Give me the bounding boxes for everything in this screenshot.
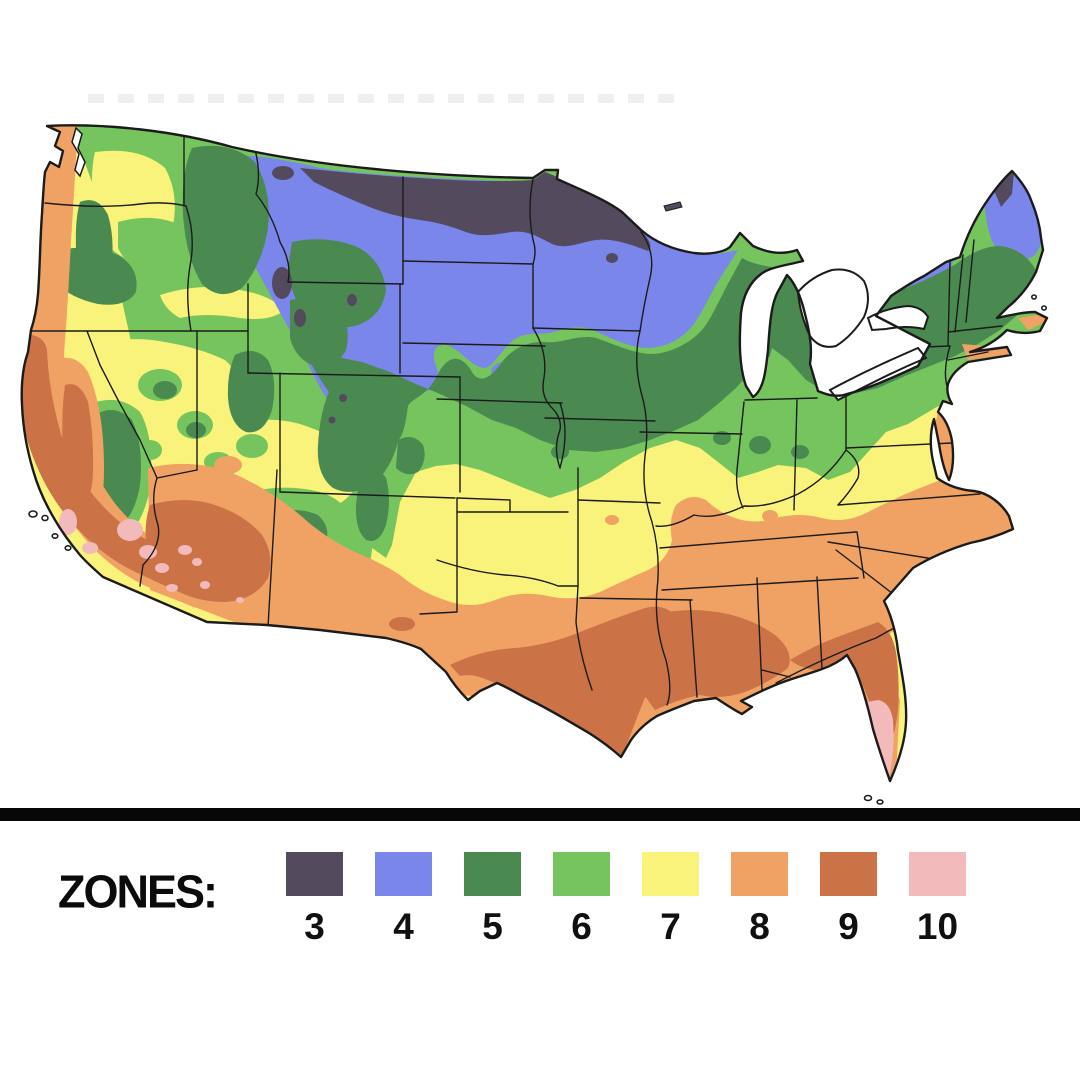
- swatch-row: 3 4 5 6 7 8 9 10: [286, 852, 966, 948]
- zone-number-8: 8: [749, 906, 770, 947]
- map-svg: [20, 124, 1049, 805]
- zone-swatch-8: [731, 852, 788, 896]
- zone-number-9: 9: [838, 906, 859, 947]
- zone-column-3: 3: [286, 852, 343, 948]
- lake-erie: [828, 346, 928, 402]
- faint-title-artifact: [88, 94, 688, 103]
- zone-number-5: 5: [482, 906, 503, 947]
- zone-column-4: 4: [375, 852, 432, 948]
- legend-label: ZONES:: [58, 864, 218, 918]
- zone-swatch-5: [464, 852, 521, 896]
- zone-swatch-9: [820, 852, 877, 896]
- zone-column-9: 9: [820, 852, 877, 948]
- divider-bar: [0, 808, 1080, 821]
- zone-swatch-4: [375, 852, 432, 896]
- zone-number-7: 7: [660, 906, 681, 947]
- puget-sound: [71, 126, 86, 178]
- zone-column-10: 10: [909, 852, 966, 948]
- islands: [28, 294, 1048, 805]
- zone-column-6: 6: [553, 852, 610, 948]
- zone-number-4: 4: [393, 906, 414, 947]
- zone-column-8: 8: [731, 852, 788, 948]
- zone-column-7: 7: [642, 852, 699, 948]
- great-lakes: [796, 268, 930, 402]
- zone-number-3: 3: [304, 906, 325, 947]
- zone-number-10: 10: [916, 906, 959, 947]
- zone-swatch-7: [642, 852, 699, 896]
- zone-number-6: 6: [571, 906, 592, 947]
- zone-column-5: 5: [464, 852, 521, 948]
- zone-swatch-3: [286, 852, 343, 896]
- us-hardiness-map: [20, 124, 1049, 805]
- zone-swatch-6: [553, 852, 610, 896]
- zone-swatch-10: [909, 852, 966, 896]
- isle-royale: [663, 201, 683, 212]
- zones-legend: ZONES: 3 4 5 6 7 8 9: [0, 846, 1080, 966]
